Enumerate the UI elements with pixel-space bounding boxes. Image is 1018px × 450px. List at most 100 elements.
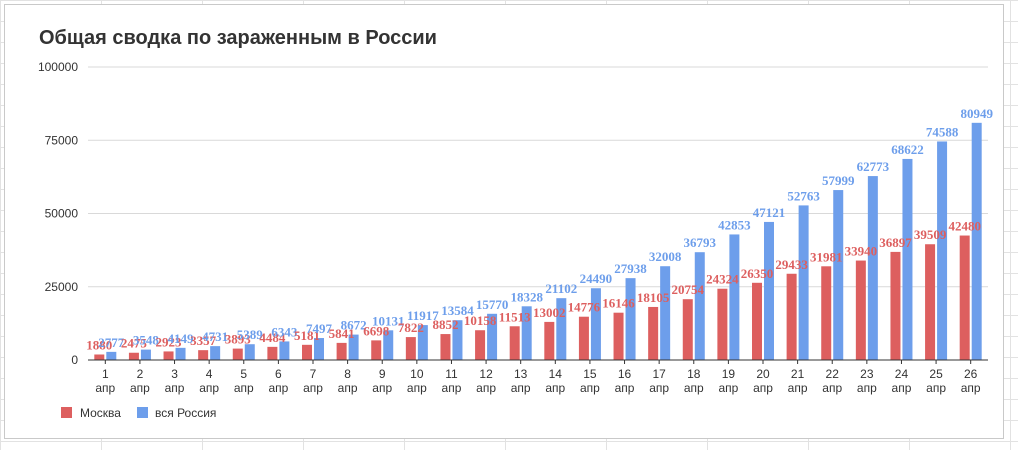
x-tick-label-month: апр	[95, 381, 115, 395]
bar-moscow[interactable]	[648, 306, 659, 360]
value-label-russia: 3548	[133, 333, 160, 348]
bar-moscow[interactable]	[925, 244, 936, 360]
x-tick-label-day: 19	[722, 367, 736, 381]
bar-russia[interactable]	[902, 158, 913, 360]
x-tick-label-day: 10	[410, 367, 424, 381]
bar-moscow[interactable]	[267, 346, 278, 360]
bar-moscow[interactable]	[682, 299, 693, 360]
value-label-moscow: 3893	[225, 332, 252, 347]
bar-russia[interactable]	[175, 347, 186, 360]
bar-moscow[interactable]	[128, 352, 139, 360]
bar-russia[interactable]	[452, 320, 463, 360]
x-tick-label-day: 22	[826, 367, 840, 381]
value-label-moscow: 10158	[464, 313, 497, 328]
value-label-russia: 5389	[237, 327, 264, 342]
bar-russia[interactable]	[764, 221, 774, 360]
value-label-russia: 27938	[614, 261, 647, 276]
value-label-moscow: 8852	[432, 317, 458, 332]
bar-russia[interactable]	[521, 306, 532, 360]
bar-moscow[interactable]	[752, 282, 762, 360]
bar-moscow[interactable]	[578, 316, 589, 360]
x-tick-label-month: апр	[788, 381, 808, 395]
bar-russia[interactable]	[625, 278, 636, 360]
bar-russia[interactable]	[417, 325, 428, 360]
bar-moscow[interactable]	[890, 251, 901, 360]
bar-russia[interactable]	[487, 313, 498, 360]
legend-label-russia: вся Россия	[155, 406, 216, 420]
value-label-moscow: 24324	[706, 272, 739, 287]
y-tick-label: 25000	[45, 280, 79, 294]
bar-moscow[interactable]	[440, 334, 451, 360]
bars	[94, 122, 982, 360]
bar-russia[interactable]	[383, 330, 394, 360]
bar-moscow[interactable]	[544, 321, 555, 360]
bar-russia[interactable]	[729, 234, 740, 360]
bar-moscow[interactable]	[94, 354, 105, 360]
legend-swatch-russia	[137, 407, 148, 418]
bar-russia[interactable]	[694, 252, 705, 360]
bar-russia[interactable]	[314, 338, 324, 360]
x-tick-label-day: 18	[687, 367, 701, 381]
bar-russia[interactable]	[556, 298, 567, 360]
bar-moscow[interactable]	[198, 350, 209, 360]
bar-russia[interactable]	[833, 190, 844, 360]
bar-russia[interactable]	[660, 266, 671, 360]
value-label-russia: 32008	[649, 249, 682, 264]
bar-russia[interactable]	[106, 351, 117, 360]
x-tick-label-month: апр	[615, 381, 635, 395]
bar-russia[interactable]	[798, 205, 809, 360]
value-label-moscow: 14776	[568, 300, 601, 315]
bar-moscow[interactable]	[959, 235, 970, 360]
bar-moscow[interactable]	[509, 326, 520, 360]
bar-russia[interactable]	[279, 341, 290, 360]
chart-title: Общая сводка по зараженным в России	[39, 27, 437, 49]
x-tick-label-day: 20	[756, 367, 770, 381]
x-tick-label-month: апр	[649, 381, 669, 395]
value-label-moscow: 2475	[121, 336, 148, 351]
legend-item-russia[interactable]: вся Россия	[137, 406, 216, 420]
bar-moscow[interactable]	[613, 312, 624, 360]
y-tick-label: 50000	[45, 207, 79, 221]
bar-russia[interactable]	[867, 176, 878, 360]
x-tick-label-month: апр	[372, 381, 392, 395]
bar-moscow[interactable]	[855, 260, 866, 360]
value-label-moscow: 13002	[533, 305, 566, 320]
bar-russia[interactable]	[937, 141, 948, 360]
value-label-moscow: 7822	[398, 320, 424, 335]
value-label-russia: 47121	[753, 205, 786, 220]
x-tick-label-day: 1	[102, 367, 109, 381]
bar-russia[interactable]	[590, 288, 601, 360]
x-tick-label-month: апр	[822, 381, 842, 395]
value-label-russia: 57999	[822, 173, 855, 188]
bar-russia[interactable]	[244, 344, 255, 360]
legend-label-moscow: Москва	[80, 406, 121, 420]
bar-moscow[interactable]	[336, 342, 347, 360]
bar-moscow[interactable]	[232, 348, 243, 360]
bar-moscow[interactable]	[821, 266, 832, 360]
bar-russia[interactable]	[210, 346, 221, 360]
bar-moscow[interactable]	[786, 273, 797, 360]
x-tick-label-month: апр	[476, 381, 496, 395]
value-label-moscow: 5181	[294, 328, 320, 343]
bar-moscow[interactable]	[302, 344, 312, 360]
x-tick-label-day: 2	[137, 367, 144, 381]
bar-moscow[interactable]	[717, 288, 728, 360]
x-tick-label-month: апр	[684, 381, 704, 395]
bar-russia[interactable]	[140, 349, 151, 360]
bar-russia[interactable]	[971, 122, 982, 360]
legend-item-moscow[interactable]: Москва	[61, 406, 121, 420]
value-label-russia: 18328	[510, 289, 543, 304]
bar-moscow[interactable]	[405, 337, 416, 360]
bar-moscow[interactable]	[371, 340, 382, 360]
value-label-moscow: 39509	[914, 227, 947, 242]
x-tick-label-day: 26	[964, 367, 978, 381]
value-label-moscow: 26350	[741, 266, 774, 281]
value-label-russia: 62773	[857, 159, 890, 174]
x-tick-label-day: 15	[583, 367, 597, 381]
x-tick-label-month: апр	[580, 381, 600, 395]
bar-russia[interactable]	[348, 334, 359, 360]
x-tick-label-month: апр	[857, 381, 877, 395]
bar-moscow[interactable]	[163, 351, 174, 360]
bar-moscow[interactable]	[475, 330, 486, 360]
y-tick-label: 0	[71, 353, 78, 367]
